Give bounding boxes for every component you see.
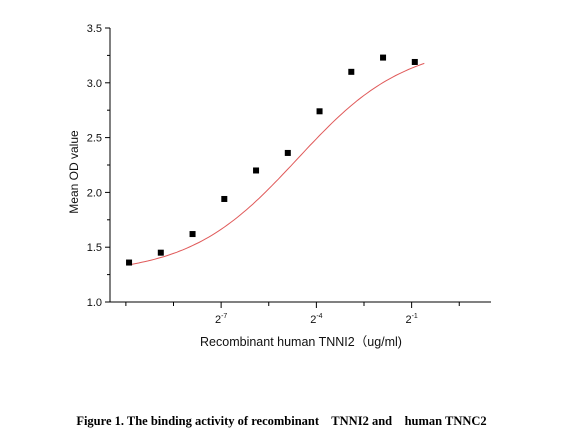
fit-curve	[128, 62, 425, 266]
data-point	[348, 68, 355, 75]
x-axis-label: Recombinant human TNNI2（ug/ml)	[200, 335, 402, 349]
x-tick-label: 2-1	[405, 313, 417, 326]
y-tick-label: 2.5	[87, 133, 102, 145]
y-tick-label: 1.0	[87, 297, 102, 309]
x-ticks: 2-7 2-4 2-1	[125, 302, 460, 326]
y-axis-label: Mean OD value	[67, 130, 81, 214]
binding-activity-chart: 1.0 1.5 2.0 2.5 3.0 3.5 2-7 2-4 2-1 Mean OD val…	[67, 23, 491, 349]
data-points	[126, 54, 418, 266]
data-point	[221, 195, 228, 202]
x-tick-label: 2-4	[310, 313, 322, 326]
data-point	[253, 167, 260, 174]
data-point	[126, 259, 133, 266]
data-point	[380, 54, 387, 61]
plot-area: 1.0 1.5 2.0 2.5 3.0 3.5 2-7 2-4 2-1	[87, 23, 491, 326]
x-tick-label: 2-7	[215, 313, 227, 326]
y-tick-label: 2.0	[87, 187, 102, 199]
data-point	[189, 231, 196, 238]
data-point	[316, 108, 323, 115]
figure-caption: Figure 1. The binding activity of recomb…	[76, 414, 487, 428]
y-tick-label: 1.5	[87, 242, 102, 254]
y-tick-label: 3.5	[87, 23, 102, 35]
data-point	[157, 249, 164, 256]
y-tick-label: 3.0	[87, 78, 102, 90]
data-point	[411, 58, 418, 65]
y-ticks: 1.0 1.5 2.0 2.5 3.0 3.5	[87, 23, 110, 309]
data-point	[284, 149, 291, 156]
